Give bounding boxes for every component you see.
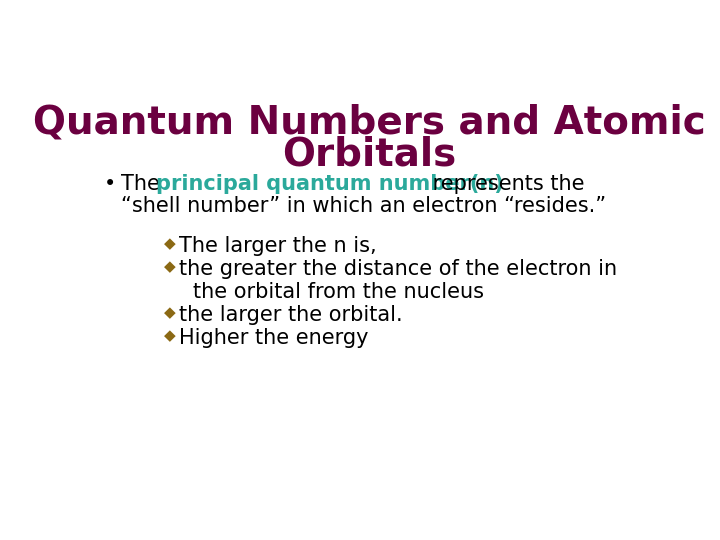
Text: ◆: ◆ <box>164 236 176 251</box>
Text: The: The <box>121 174 166 194</box>
Text: Higher the energy: Higher the energy <box>179 328 369 348</box>
Text: Orbitals: Orbitals <box>282 136 456 174</box>
Text: ◆: ◆ <box>164 305 176 320</box>
Text: Quantum Numbers and Atomic: Quantum Numbers and Atomic <box>32 103 706 141</box>
Text: “shell number” in which an electron “resides.”: “shell number” in which an electron “res… <box>121 195 606 215</box>
Text: The larger the n is,: The larger the n is, <box>179 236 377 256</box>
Text: principal quantum number(n): principal quantum number(n) <box>156 174 504 194</box>
Text: the larger the orbital.: the larger the orbital. <box>179 305 402 325</box>
Text: •: • <box>104 174 116 194</box>
Text: the greater the distance of the electron in: the greater the distance of the electron… <box>179 259 617 279</box>
Text: ◆: ◆ <box>164 328 176 343</box>
Text: ◆: ◆ <box>164 259 176 274</box>
Text: the orbital from the nucleus: the orbital from the nucleus <box>193 282 484 302</box>
Text: represents the: represents the <box>426 174 584 194</box>
